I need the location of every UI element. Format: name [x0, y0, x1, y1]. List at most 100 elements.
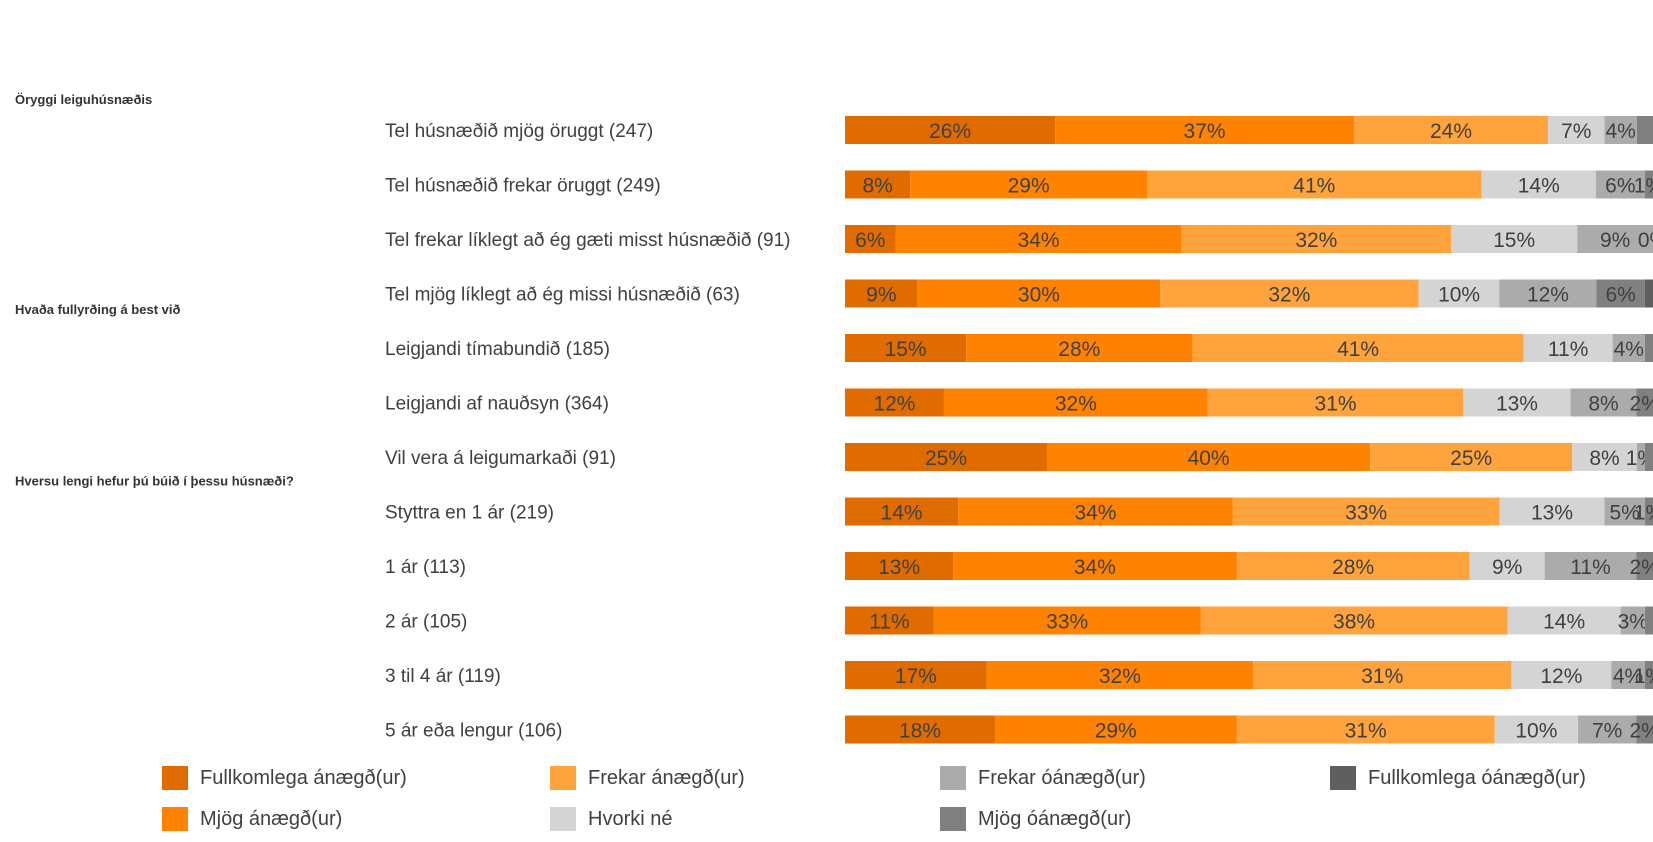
data-label: 1%: [1634, 502, 1653, 525]
legend-label: Fullkomlega óánægð(ur): [1368, 766, 1586, 789]
data-label: 4%: [1614, 338, 1644, 361]
bar-segment: [845, 334, 967, 362]
data-label: 33%: [1046, 611, 1088, 634]
bar-segment: [845, 606, 934, 635]
bar-segment: [1499, 279, 1597, 308]
legend-label: Frekar ánægð(ur): [588, 766, 745, 789]
data-label: 7%: [1561, 120, 1591, 143]
bar-segment: [1604, 497, 1645, 526]
data-label: 24%: [1430, 120, 1472, 143]
data-label: 34%: [1018, 229, 1060, 252]
data-label: 17%: [895, 665, 937, 688]
bar-segment: [966, 334, 1193, 362]
data-label: 28%: [1058, 338, 1100, 361]
data-label: 37%: [1184, 120, 1226, 143]
data-label: 32%: [1295, 229, 1337, 252]
data-label: 41%: [1293, 175, 1335, 198]
bar-segment: [1644, 606, 1653, 635]
bar-segment: [845, 388, 944, 417]
group-label: Hversu lengi hefur þú búið í þessu húsnæ…: [15, 474, 294, 489]
legend-item: Frekar ánægð(ur): [550, 766, 745, 790]
bar-segment: [1236, 552, 1470, 580]
legend-swatch: [1330, 766, 1356, 790]
data-label: 38%: [1333, 611, 1375, 634]
data-label: 1%: [1634, 175, 1653, 198]
bar-segment: [1047, 443, 1371, 471]
data-label: 13%: [1531, 502, 1573, 525]
bar-segment: [1463, 388, 1571, 417]
bar-segment: [1644, 170, 1653, 199]
data-label: 4%: [1613, 665, 1643, 688]
bar-segment: [845, 661, 987, 689]
bar-segment: [1481, 170, 1596, 199]
data-label: 12%: [1527, 284, 1569, 307]
group-label: Öryggi leiguhúsnæðis: [15, 92, 152, 107]
bar-segment: [1499, 497, 1605, 526]
category-label: 2 ár (105): [385, 612, 467, 633]
bar-segment: [1354, 116, 1548, 144]
bar-segment: [1644, 497, 1653, 526]
data-label: 15%: [885, 338, 927, 361]
data-label: 14%: [881, 502, 923, 525]
bar-segment: [895, 225, 1182, 253]
category-label: Leigjandi tímabundið (185): [385, 339, 610, 360]
bar-segment: [845, 443, 1047, 471]
bar-segment: [1253, 661, 1512, 689]
legend-swatch: [162, 807, 188, 831]
bar-segment: [1636, 552, 1653, 580]
bar-segment: [1595, 170, 1645, 199]
data-label: 9%: [1600, 229, 1630, 252]
legend-label: Fullkomlega ánægð(ur): [200, 766, 407, 789]
data-label: 5%: [1610, 502, 1640, 525]
bar-segment: [986, 661, 1254, 689]
data-label: 32%: [1099, 665, 1141, 688]
bar-segment: [958, 497, 1233, 526]
data-label: 28%: [1332, 556, 1374, 579]
data-label: 12%: [1540, 665, 1582, 688]
category-label: Tel mjög líklegt að ég missi húsnæðið (6…: [385, 285, 740, 306]
group-label: Hvaða fullyrðing á best við: [15, 302, 180, 317]
data-label: 11%: [869, 611, 909, 634]
legend-item: Mjög óánægð(ur): [940, 807, 1131, 831]
bar-segment: [1611, 661, 1645, 689]
data-label: 7%: [1592, 720, 1622, 743]
data-label: 32%: [1055, 393, 1097, 416]
legend-item: Frekar óánægð(ur): [940, 766, 1146, 790]
bar-segment: [1200, 606, 1508, 635]
bar-segment: [1544, 552, 1637, 580]
data-label: 9%: [1492, 556, 1522, 579]
data-label: 18%: [899, 720, 941, 743]
data-label: 2%: [1629, 556, 1653, 579]
data-label: 30%: [1018, 284, 1060, 307]
bar-segment: [1570, 388, 1637, 417]
data-label: 6%: [855, 229, 885, 252]
bar-segment: [1636, 388, 1653, 417]
bar-segment: [845, 116, 1056, 144]
data-label: 29%: [1095, 720, 1137, 743]
legend-label: Mjög ánægð(ur): [200, 807, 343, 830]
bar-segment: [943, 388, 1208, 417]
data-label: 26%: [929, 120, 971, 143]
legend-label: Frekar óánægð(ur): [978, 766, 1146, 789]
bar-segment: [1418, 279, 1500, 308]
data-label: 8%: [1588, 393, 1618, 416]
bar-segment: [1232, 497, 1500, 526]
category-label: 1 ár (113): [385, 557, 466, 578]
data-label: 11%: [1570, 556, 1610, 579]
bar-segment: [1644, 443, 1653, 471]
legend-label: Hvorki né: [588, 807, 673, 830]
data-label: 33%: [1345, 502, 1387, 525]
data-label: 10%: [1515, 720, 1557, 743]
bar-segment: [845, 552, 954, 580]
data-label: 41%: [1337, 338, 1379, 361]
bar-segment: [1644, 334, 1653, 362]
data-label: 34%: [1074, 556, 1116, 579]
data-label: 25%: [1450, 447, 1492, 470]
category-label: Tel frekar líklegt að ég gæti misst húsn…: [385, 230, 791, 251]
legend-item: Mjög ánægð(ur): [162, 807, 342, 831]
data-label: 0%: [1638, 229, 1653, 252]
bar-segment: [1547, 116, 1605, 144]
bar-segment: [1523, 334, 1613, 362]
